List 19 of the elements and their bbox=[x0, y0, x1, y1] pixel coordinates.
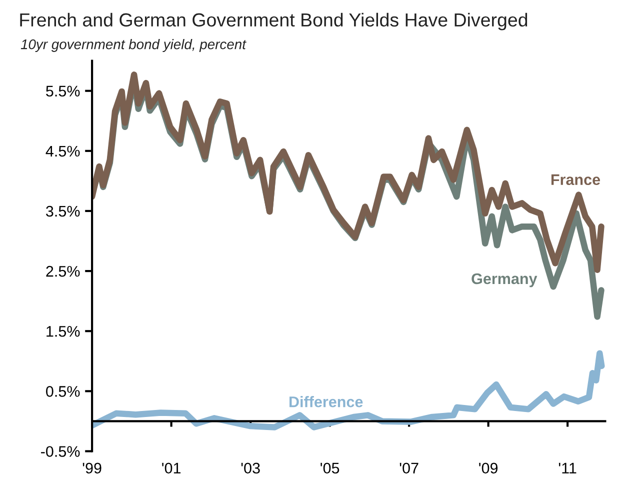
y-tick-label: 0.5% bbox=[46, 386, 80, 397]
y-tick-label: 4.5% bbox=[46, 146, 80, 157]
y-tick-label: 5.5% bbox=[46, 86, 80, 97]
y-tick-label: -0.5% bbox=[41, 446, 80, 457]
x-tick-label: '05 bbox=[320, 462, 340, 474]
x-tick-label: '07 bbox=[400, 462, 418, 474]
y-tick-label: 3.5% bbox=[46, 206, 80, 217]
chart-title: French and German Government Bond Yields Have Diverged bbox=[20, 12, 528, 30]
y-tick-label: 2.5% bbox=[46, 266, 80, 277]
series-label: Germany bbox=[472, 273, 538, 288]
x-tick-label: '03 bbox=[241, 462, 260, 474]
x-tick-label: '99 bbox=[82, 462, 102, 474]
x-tick-label: '11 bbox=[558, 462, 576, 474]
chart-subtitle: 10yr government bond yield, percent bbox=[20, 39, 246, 52]
y-tick-label: 1.5% bbox=[46, 326, 80, 337]
x-tick-label: '01 bbox=[162, 462, 181, 474]
series-label: Difference bbox=[290, 396, 363, 408]
x-tick-label: '09 bbox=[479, 462, 498, 474]
series-label: France bbox=[551, 174, 600, 186]
